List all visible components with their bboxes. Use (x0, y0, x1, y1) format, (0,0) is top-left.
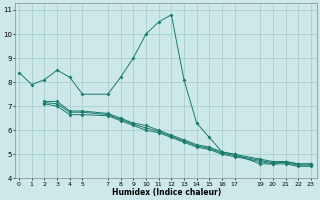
X-axis label: Humidex (Indice chaleur): Humidex (Indice chaleur) (112, 188, 221, 197)
